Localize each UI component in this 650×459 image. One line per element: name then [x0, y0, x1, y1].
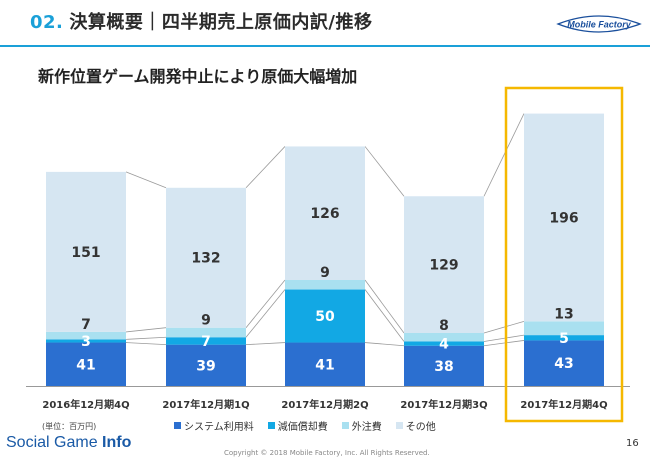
legend-label: 外注費: [351, 422, 382, 433]
legend-swatch: [174, 422, 181, 429]
connector-line: [125, 171, 167, 189]
svg-text:Mobile Factory: Mobile Factory: [567, 20, 632, 30]
data-label-system: 43: [554, 356, 573, 372]
legend-label: その他: [405, 422, 436, 433]
data-label-outsourcing: 8: [439, 318, 449, 334]
legend-label: 減価償却費: [277, 422, 328, 433]
data-label-system: 38: [434, 359, 453, 375]
data-label-system: 41: [315, 357, 334, 373]
legend-swatch: [341, 422, 349, 429]
copyright: Copyright © 2018 Mobile Factory, Inc. Al…: [224, 449, 430, 457]
legend-swatch: [395, 422, 403, 429]
data-label-depreciation: 50: [315, 309, 335, 325]
connector-line: [364, 342, 405, 347]
data-label-outsourcing: 13: [554, 306, 573, 322]
section-title: 決算概要｜四半期売上原価内訳/推移: [69, 12, 373, 33]
data-label-other: 126: [310, 206, 339, 222]
bar-segment-other: [285, 146, 365, 280]
data-label-depreciation: 3: [81, 334, 91, 350]
connector-line: [245, 279, 286, 328]
bar-segment-system: [166, 344, 246, 386]
data-label-other: 151: [71, 245, 100, 261]
legend-swatch: [267, 422, 275, 429]
connector-line: [364, 279, 405, 334]
x-tick-label: 2016年12月期4Q: [42, 398, 129, 411]
mobile-factory-logo: Mobile Factory: [556, 15, 642, 33]
data-label-other: 196: [549, 210, 578, 226]
brand-light: Social Game: [6, 434, 103, 451]
bar-segment-system: [285, 342, 365, 386]
brand-bold: Info: [102, 434, 132, 451]
bar-segment-depreciation: [524, 335, 604, 341]
header-rule: [0, 45, 650, 47]
section-number: 02.: [30, 12, 64, 33]
highlight-box: [504, 86, 624, 423]
bar-segment-outsourcing: [46, 331, 126, 340]
x-tick-label: 2017年12月期4Q: [520, 398, 607, 411]
data-label-other: 129: [429, 258, 458, 274]
connector-line: [483, 113, 525, 197]
legend-item-system: システム利用料: [174, 418, 254, 433]
data-label-system: 39: [196, 358, 215, 374]
connector-line: [483, 334, 525, 342]
x-tick-label: 2017年12月期3Q: [400, 398, 487, 411]
bar-segment-depreciation: [285, 289, 365, 343]
social-game-info-logo: Social Game Info: [6, 434, 131, 452]
connector-line: [364, 289, 405, 342]
legend-item-other: その他: [395, 418, 436, 433]
bar-segment-system: [524, 340, 604, 386]
connector-line: [125, 327, 167, 333]
connector-line: [245, 146, 286, 189]
unit-note: (単位：百万円): [42, 422, 97, 431]
bar-segment-depreciation: [166, 337, 246, 345]
connector-lines: [125, 113, 525, 347]
data-label-outsourcing: 7: [81, 317, 91, 333]
data-label-outsourcing: 9: [320, 265, 330, 281]
connector-line: [125, 342, 167, 346]
bar-segment-other: [46, 171, 126, 332]
data-label-other: 132: [191, 251, 220, 267]
legend-item-depreciation: 減価償却費: [267, 418, 328, 433]
x-tick-label: 2017年12月期2Q: [281, 398, 368, 411]
bar-segment-depreciation: [46, 339, 126, 343]
bar-segment-other: [524, 113, 604, 322]
chart-subtitle: 新作位置ゲーム開発中止により原価大幅増加: [38, 67, 358, 86]
bar-segment-outsourcing: [285, 280, 365, 290]
page-title: 02. 決算概要｜四半期売上原価内訳/推移: [30, 8, 372, 34]
bar-segment-outsourcing: [166, 327, 246, 338]
data-label-depreciation: 5: [559, 331, 569, 347]
bar-segment-system: [46, 342, 126, 386]
connector-line: [245, 289, 286, 338]
connector-line: [245, 342, 286, 346]
chart-legend: システム利用料 減価償却費 外注費 その他: [174, 418, 436, 433]
data-label-system: 41: [76, 357, 95, 373]
legend-item-outsourcing: 外注費: [341, 418, 382, 433]
bar-segment-outsourcing: [404, 333, 484, 342]
data-label-depreciation: 7: [201, 334, 211, 350]
connector-line: [483, 340, 525, 347]
bar-segment-outsourcing: [524, 321, 604, 336]
bar-segment-system: [404, 345, 484, 386]
bar-segment-other: [404, 196, 484, 333]
data-label-outsourcing: 9: [201, 313, 211, 329]
connector-line: [125, 336, 167, 340]
bar-segment-other: [166, 187, 246, 328]
bar-segment-depreciation: [404, 341, 484, 346]
connector-line: [364, 146, 405, 197]
x-tick-label: 2017年12月期1Q: [162, 398, 249, 411]
legend-label: システム利用料: [184, 422, 254, 433]
data-label-depreciation: 4: [439, 337, 449, 353]
page-number: 16: [626, 438, 639, 449]
connector-line: [483, 320, 525, 334]
